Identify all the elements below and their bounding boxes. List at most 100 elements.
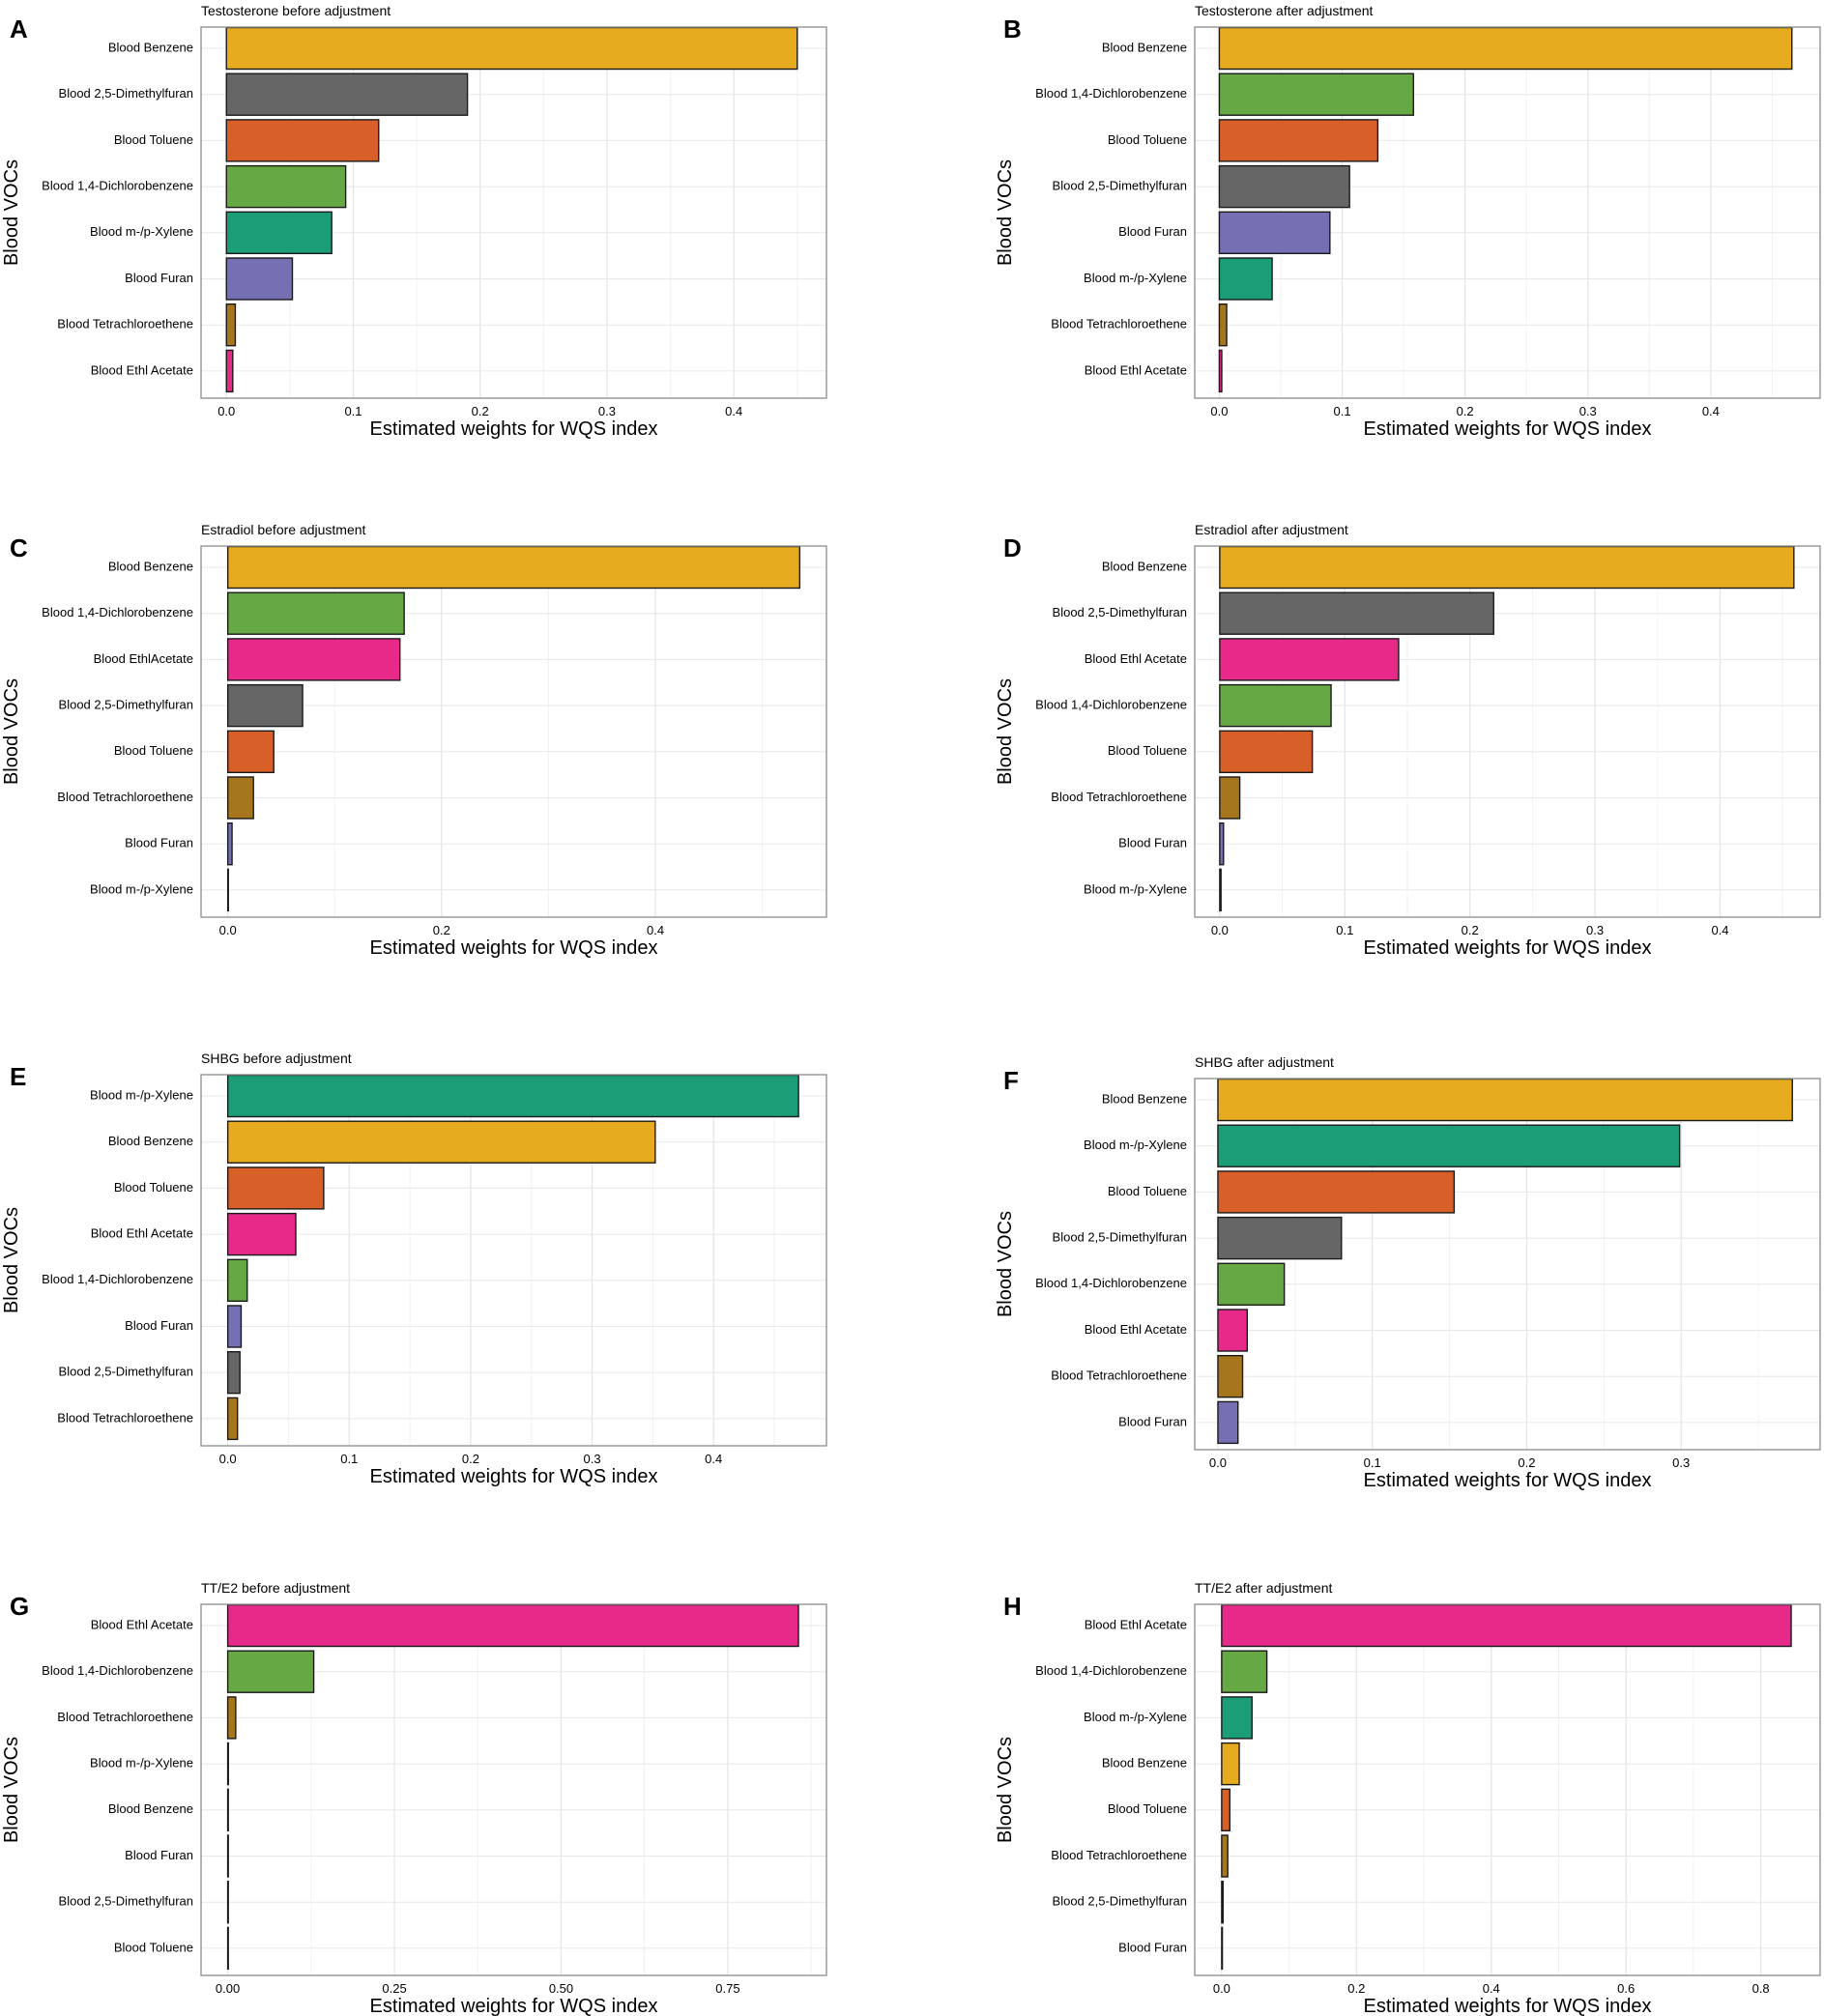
bar-blood-toluene bbox=[1221, 1788, 1230, 1832]
bar-blood-benzene bbox=[1217, 1078, 1793, 1122]
x-tick-label: 0.1 bbox=[344, 404, 362, 418]
bar-blood-benzene bbox=[226, 1788, 229, 1832]
x-tick-label: 0.1 bbox=[1336, 923, 1353, 937]
panel-letter: C bbox=[10, 533, 28, 562]
panel-title: SHBG after adjustment bbox=[1195, 1054, 1334, 1070]
bar-blood-2-5-dimethylfuran bbox=[1221, 1880, 1224, 1924]
category-label: Blood 2,5-Dimethylfuran bbox=[1053, 179, 1187, 193]
x-tick-label: 0.6 bbox=[1617, 1981, 1635, 1996]
bar-blood-toluene bbox=[226, 730, 275, 773]
category-label: Blood 1,4-Dichlorobenzene bbox=[1035, 698, 1187, 712]
bar-blood-1-4-dichlorobenzene bbox=[1218, 72, 1414, 116]
plot-area bbox=[1195, 1604, 1820, 1975]
category-label: Blood 1,4-Dichlorobenzene bbox=[1035, 86, 1187, 101]
bar-blood-furan bbox=[226, 1834, 229, 1878]
bar-blood-benzene bbox=[1218, 26, 1793, 71]
bar-blood-furan bbox=[1217, 1400, 1239, 1445]
bar-blood-m-p-xylene bbox=[226, 1742, 229, 1786]
category-label: Blood m-/p-Xylene bbox=[90, 1087, 193, 1102]
panel-letter: H bbox=[1003, 1592, 1022, 1621]
y-axis-label: Blood VOCs bbox=[995, 1737, 1016, 1843]
category-label: Blood m-/p-Xylene bbox=[1084, 271, 1187, 285]
x-tick-label: 0.4 bbox=[1711, 923, 1728, 937]
bar-blood-tetrachloroethene bbox=[226, 1696, 237, 1740]
bar-blood-tetrachloroethene bbox=[226, 776, 254, 820]
y-axis-label: Blood VOCs bbox=[1, 159, 22, 266]
category-label: Blood Furan bbox=[1118, 1414, 1187, 1428]
category-label: Blood 2,5-Dimethylfuran bbox=[59, 1365, 193, 1379]
bar-blood-1-4-dichlorobenzene bbox=[1219, 683, 1332, 728]
category-label: Blood Toluene bbox=[1108, 1184, 1187, 1198]
x-axis-label: Estimated weights for WQS index bbox=[1364, 1996, 1652, 2016]
category-label: Blood 2,5-Dimethylfuran bbox=[59, 86, 193, 101]
plot-border bbox=[1194, 26, 1821, 399]
bar-blood-2-5-dimethylfuran bbox=[226, 1880, 229, 1924]
category-label: Blood Furan bbox=[125, 836, 193, 850]
bar-blood-m-p-xylene bbox=[1221, 1696, 1253, 1740]
category-label: Blood Toluene bbox=[1108, 743, 1187, 758]
y-axis-label: Blood VOCs bbox=[1, 1737, 22, 1843]
panel-letter: A bbox=[10, 14, 28, 43]
panel-letter: D bbox=[1003, 533, 1022, 562]
bar-blood-1-4-dichlorobenzene bbox=[225, 164, 347, 209]
category-label: Blood Ethl Acetate bbox=[1085, 362, 1187, 377]
x-tick-label: 0.0 bbox=[1211, 923, 1229, 937]
category-label: Blood 1,4-Dichlorobenzene bbox=[42, 179, 193, 193]
category-label: Blood Ethl Acetate bbox=[91, 362, 193, 377]
category-label: Blood m-/p-Xylene bbox=[90, 1756, 193, 1771]
bar-blood-m-p-xylene bbox=[1217, 1124, 1681, 1167]
bar-blood-furan bbox=[1221, 1926, 1224, 1971]
y-axis-label: Blood VOCs bbox=[995, 159, 1016, 266]
panel-title: Estradiol before adjustment bbox=[201, 522, 366, 537]
x-tick-label: 0.2 bbox=[1457, 404, 1474, 418]
plot-border bbox=[200, 26, 827, 399]
category-label: Blood 1,4-Dichlorobenzene bbox=[1035, 1663, 1187, 1678]
panel-f: F SHBG after adjustment Blood Benzene Blood… bbox=[995, 1054, 1821, 1491]
category-label: Blood Toluene bbox=[1108, 1801, 1187, 1816]
bar-blood-1-4-dichlorobenzene bbox=[226, 591, 405, 635]
x-tick-label: 0.3 bbox=[1579, 404, 1597, 418]
y-axis-label: Blood VOCs bbox=[1, 678, 22, 785]
bar-blood-ethl-acetate bbox=[1217, 1309, 1249, 1352]
x-axis-label: Estimated weights for WQS index bbox=[370, 1466, 658, 1487]
x-tick-label: 0.1 bbox=[340, 1452, 358, 1466]
panel-g: G TT/E2 before adjustment Blood Ethl Aceta… bbox=[1, 1580, 827, 2016]
bar-blood-m-p-xylene bbox=[1218, 257, 1273, 301]
category-label: Blood 2,5-Dimethylfuran bbox=[1053, 1894, 1187, 1909]
category-label: Blood 2,5-Dimethylfuran bbox=[59, 1894, 193, 1909]
category-label: Blood Ethl Acetate bbox=[1085, 651, 1187, 666]
category-label: Blood Tetrachloroethene bbox=[1051, 790, 1187, 804]
bar-blood-benzene bbox=[1219, 545, 1795, 590]
x-tick-label: 0.2 bbox=[433, 923, 450, 937]
category-label: Blood Benzene bbox=[108, 559, 193, 573]
y-axis-label: Blood VOCs bbox=[995, 1211, 1016, 1317]
x-tick-label: 0.1 bbox=[1364, 1455, 1381, 1470]
x-tick-label: 0.2 bbox=[1462, 923, 1479, 937]
category-label: Blood Ethl Acetate bbox=[1085, 1617, 1187, 1631]
bar-blood-tetrachloroethene bbox=[1221, 1834, 1229, 1878]
bar-blood-benzene bbox=[225, 26, 798, 71]
bar-blood-ethl-acetate bbox=[225, 349, 234, 393]
category-label: Blood 1,4-Dichlorobenzene bbox=[42, 1272, 193, 1286]
category-label: Blood Benzene bbox=[108, 1134, 193, 1148]
plot-border bbox=[200, 545, 827, 918]
category-label: Blood 2,5-Dimethylfuran bbox=[1053, 605, 1187, 619]
category-label: Blood m-/p-Xylene bbox=[90, 881, 193, 896]
x-axis-label: Estimated weights for WQS index bbox=[1364, 418, 1652, 440]
panel-e: E SHBG before adjustment Blood m-/p-Xylene… bbox=[1, 1051, 827, 1487]
bar-blood-2-5-dimethylfuran bbox=[226, 1350, 241, 1395]
panel-d: D Estradiol after adjustment Blood Benzene… bbox=[995, 522, 1821, 959]
x-tick-label: 0.3 bbox=[1672, 1455, 1690, 1470]
bar-blood-benzene bbox=[226, 1120, 656, 1164]
bar-blood-furan bbox=[1218, 211, 1331, 255]
panel-title: Testosterone before adjustment bbox=[201, 3, 391, 18]
plot-border bbox=[1194, 545, 1821, 918]
x-tick-label: 0.4 bbox=[1483, 1981, 1500, 1996]
x-tick-label: 0.4 bbox=[647, 923, 664, 937]
category-label: Blood Ethl Acetate bbox=[91, 1617, 193, 1631]
bar-blood-benzene bbox=[1221, 1742, 1240, 1786]
category-label: Blood m-/p-Xylene bbox=[90, 224, 193, 239]
category-label: Blood 2,5-Dimethylfuran bbox=[59, 698, 193, 712]
bar-blood-1-4-dichlorobenzene bbox=[1221, 1650, 1268, 1693]
